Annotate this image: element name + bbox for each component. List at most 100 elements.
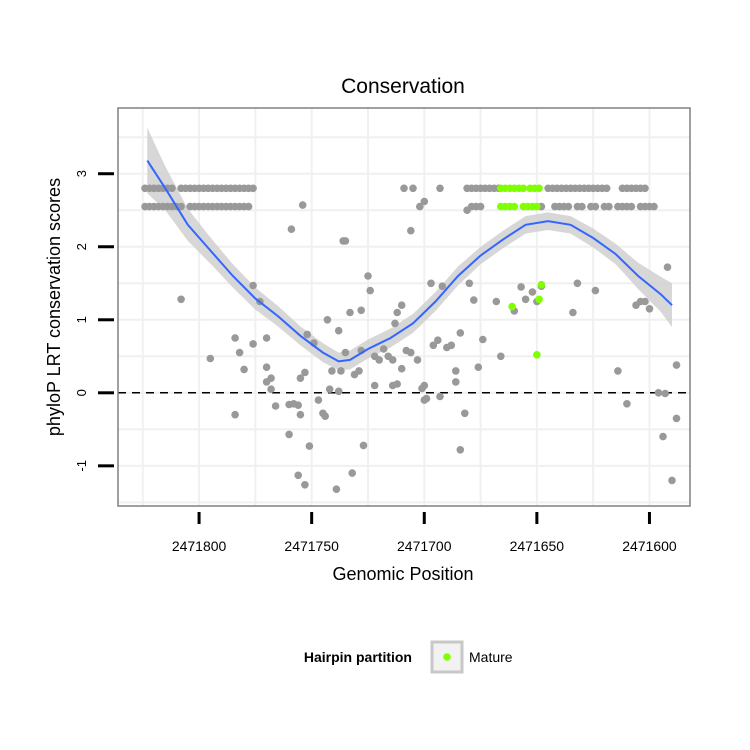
smooth-line [146, 160, 673, 363]
legend-label-mature: Mature [469, 649, 513, 665]
point-mature [510, 202, 519, 211]
points-mature [497, 184, 546, 359]
smooth-confidence-band [147, 127, 673, 371]
point-other [305, 442, 314, 450]
point-other [407, 348, 415, 357]
point-other [452, 367, 460, 375]
legend: Hairpin partition Mature [304, 640, 513, 674]
point-other [206, 354, 215, 363]
point-other [614, 367, 622, 375]
y-tick-label: 2 [74, 243, 89, 250]
y-tick-label: 1 [74, 316, 89, 323]
point-mature [535, 295, 543, 304]
point-other [388, 356, 397, 364]
point-other [296, 410, 305, 419]
point-other [602, 184, 611, 193]
point-other [301, 368, 309, 377]
point-other [314, 396, 323, 404]
point-other [244, 202, 253, 211]
point-other [262, 334, 271, 342]
point-other [321, 412, 330, 421]
point-other [413, 356, 422, 364]
points-other [141, 184, 681, 494]
point-other [438, 282, 447, 291]
point-other [337, 367, 345, 375]
point-other [355, 367, 363, 375]
point-other [397, 364, 406, 373]
point-other [420, 197, 429, 206]
point-other [294, 471, 303, 480]
point-other [298, 201, 307, 209]
point-other [470, 296, 478, 304]
point-other [334, 326, 343, 335]
point-mature [535, 184, 543, 193]
point-other [400, 184, 408, 193]
point-other [672, 361, 681, 369]
point-other [231, 410, 239, 419]
point-other [461, 409, 469, 418]
chart-title: Conservation [341, 75, 465, 98]
point-other [591, 286, 600, 295]
y-tick-label: 0 [74, 389, 89, 396]
point-other [416, 202, 424, 211]
point-other [249, 184, 257, 193]
point-other [434, 336, 442, 345]
point-other [452, 378, 460, 386]
point-other [659, 432, 667, 441]
y-tick-label: 3 [74, 170, 89, 177]
point-other [420, 381, 429, 390]
point-other [456, 446, 465, 454]
point-other [397, 301, 406, 310]
point-other [231, 334, 239, 342]
point-other [325, 385, 334, 394]
point-other [521, 295, 530, 304]
x-axis-label: Genomic Position [332, 564, 473, 584]
point-other [436, 392, 444, 401]
point-other [661, 389, 669, 398]
point-other [650, 202, 658, 211]
point-other [623, 400, 631, 408]
smooth-curve [146, 160, 673, 363]
point-other [393, 380, 402, 388]
point-other [168, 184, 176, 193]
x-tick-label: 2471700 [397, 538, 452, 554]
point-other [267, 374, 275, 383]
point-other [348, 469, 357, 477]
y-tick-label: -1 [74, 460, 89, 472]
point-other [591, 202, 600, 211]
point-other [328, 367, 336, 375]
point-other [605, 202, 613, 211]
point-other [391, 319, 399, 328]
point-other [436, 184, 444, 193]
point-mature [508, 302, 516, 311]
point-other [334, 387, 343, 396]
point-other [569, 308, 577, 317]
point-mature [533, 351, 541, 359]
point-other [407, 226, 415, 235]
x-tick-label: 2471600 [622, 538, 677, 554]
legend-key-mature [443, 653, 451, 661]
point-other [429, 341, 438, 350]
plot-border [117, 107, 691, 507]
point-other [663, 263, 672, 272]
point-other [427, 279, 435, 288]
point-other [492, 297, 501, 306]
point-other [364, 272, 372, 280]
point-other [476, 202, 485, 211]
point-other [564, 202, 573, 211]
point-mature [519, 184, 528, 193]
point-other [465, 279, 474, 288]
point-other [177, 295, 185, 304]
point-other [479, 335, 487, 344]
point-other [668, 476, 676, 485]
point-other [578, 202, 586, 211]
point-other [323, 316, 332, 324]
point-other [463, 206, 471, 214]
point-other [332, 485, 341, 494]
legend-title: Hairpin partition [304, 649, 412, 665]
point-other [271, 402, 280, 410]
point-other [379, 345, 388, 353]
point-other [285, 430, 293, 439]
y-axis-label: phyloP LRT conservation scores [44, 178, 64, 436]
